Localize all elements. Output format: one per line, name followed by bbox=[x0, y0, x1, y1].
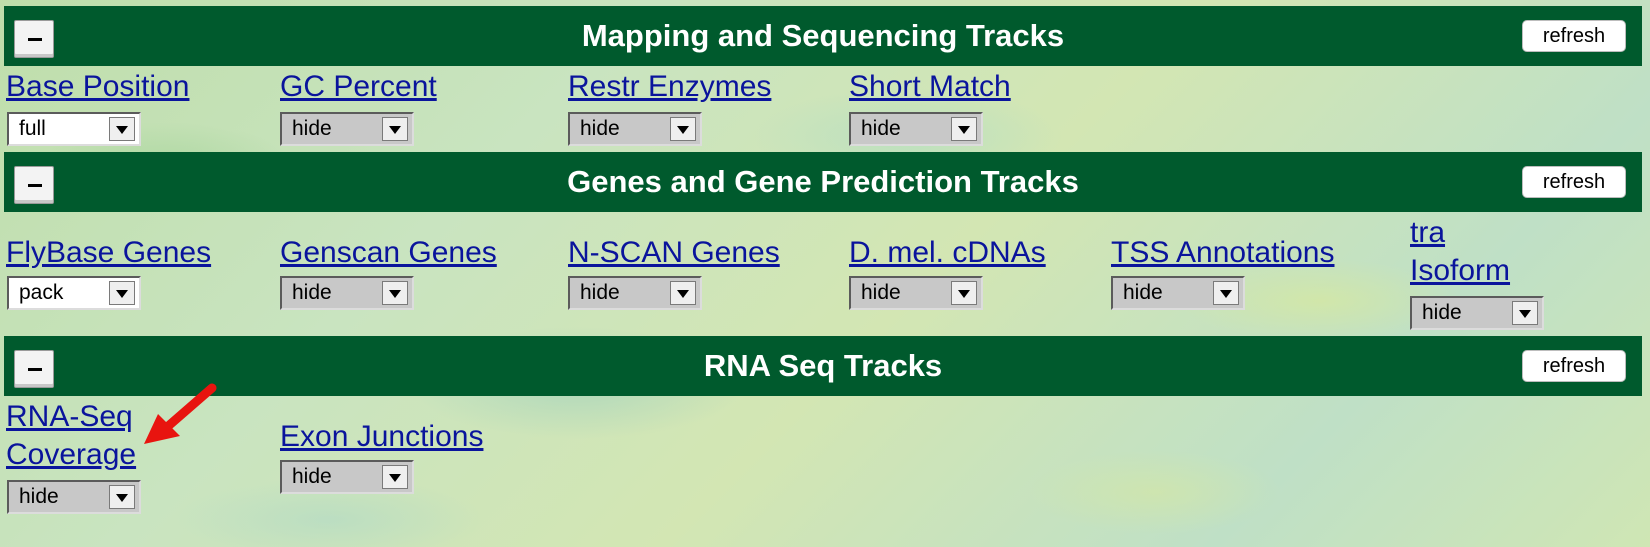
track-visibility-select[interactable]: hide bbox=[568, 276, 702, 310]
collapse-button[interactable] bbox=[14, 166, 54, 204]
track-visibility-select[interactable]: full bbox=[7, 112, 141, 146]
track-link[interactable]: Base Position bbox=[6, 70, 190, 103]
refresh-button[interactable]: refresh bbox=[1522, 166, 1626, 198]
track-visibility-select[interactable]: hide bbox=[568, 112, 702, 146]
refresh-button[interactable]: refresh bbox=[1522, 20, 1626, 52]
track-restr-enzymes: Restr Enzymes bbox=[568, 68, 771, 106]
track-visibility-select[interactable]: hide bbox=[849, 112, 983, 146]
chevron-down-icon bbox=[109, 281, 135, 305]
track-link[interactable]: Short Match bbox=[849, 70, 1011, 103]
track-link[interactable]: GC Percent bbox=[280, 70, 437, 103]
chevron-down-icon bbox=[1213, 281, 1239, 305]
track-rnaseq-coverage: RNA-Seq Coverage bbox=[6, 398, 136, 474]
track-visibility-select[interactable]: hide bbox=[7, 480, 141, 514]
chevron-down-icon bbox=[1512, 301, 1538, 325]
track-visibility-select[interactable]: hide bbox=[1410, 296, 1544, 330]
collapse-button[interactable] bbox=[14, 20, 54, 58]
track-flybase-genes: FlyBase Genes bbox=[6, 234, 211, 272]
track-link[interactable]: D. mel. cDNAs bbox=[849, 236, 1046, 269]
section-header-rnaseq: RNA Seq Tracks refresh bbox=[4, 336, 1642, 396]
track-exon-junctions: Exon Junctions bbox=[280, 418, 483, 456]
track-gc-percent: GC Percent bbox=[280, 68, 437, 106]
minus-icon bbox=[28, 368, 42, 371]
track-link[interactable]: Restr Enzymes bbox=[568, 70, 772, 103]
minus-icon bbox=[28, 38, 42, 41]
track-visibility-select[interactable]: hide bbox=[849, 276, 983, 310]
track-link[interactable]: N-SCAN Genes bbox=[568, 236, 780, 269]
chevron-down-icon bbox=[670, 117, 696, 141]
track-link[interactable]: Genscan Genes bbox=[280, 236, 497, 269]
chevron-down-icon bbox=[109, 485, 135, 509]
chevron-down-icon bbox=[951, 281, 977, 305]
chevron-down-icon bbox=[382, 117, 408, 141]
track-visibility-select[interactable]: hide bbox=[280, 112, 414, 146]
track-nscan-genes: N-SCAN Genes bbox=[568, 234, 780, 272]
section-title: Genes and Gene Prediction Tracks bbox=[567, 164, 1079, 199]
red-arrow-icon bbox=[144, 383, 217, 444]
chevron-down-icon bbox=[382, 465, 408, 489]
section-header-genes: Genes and Gene Prediction Tracks refresh bbox=[4, 152, 1642, 212]
track-link[interactable]: Isoform bbox=[1410, 254, 1511, 287]
track-visibility-select[interactable]: hide bbox=[1111, 276, 1245, 310]
chevron-down-icon bbox=[109, 117, 135, 141]
minus-icon bbox=[28, 184, 42, 187]
track-tss-annotations: TSS Annotations bbox=[1111, 234, 1334, 272]
section-header-mapping: Mapping and Sequencing Tracks refresh bbox=[4, 6, 1642, 66]
track-link[interactable]: tra bbox=[1410, 216, 1446, 249]
track-short-match: Short Match bbox=[849, 68, 1011, 106]
collapse-button[interactable] bbox=[14, 350, 54, 388]
track-base-position: Base Position bbox=[6, 68, 189, 106]
chevron-down-icon bbox=[670, 281, 696, 305]
section-title: Mapping and Sequencing Tracks bbox=[581, 18, 1065, 53]
track-visibility-select[interactable]: hide bbox=[280, 276, 414, 310]
chevron-down-icon bbox=[951, 117, 977, 141]
refresh-button[interactable]: refresh bbox=[1522, 350, 1626, 382]
track-visibility-select[interactable]: pack bbox=[7, 276, 141, 310]
section-title: RNA Seq Tracks bbox=[703, 348, 943, 383]
chevron-down-icon bbox=[382, 281, 408, 305]
track-genscan-genes: Genscan Genes bbox=[280, 234, 497, 272]
track-link[interactable]: RNA-Seq bbox=[6, 400, 133, 433]
track-dmel-cdnas: D. mel. cDNAs bbox=[849, 234, 1046, 272]
track-tra-isoform: tra Isoform bbox=[1410, 214, 1510, 290]
track-link[interactable]: FlyBase Genes bbox=[6, 236, 212, 269]
track-link[interactable]: TSS Annotations bbox=[1111, 236, 1335, 269]
track-link[interactable]: Exon Junctions bbox=[280, 420, 484, 453]
track-visibility-select[interactable]: hide bbox=[280, 460, 414, 494]
track-link[interactable]: Coverage bbox=[6, 438, 137, 471]
